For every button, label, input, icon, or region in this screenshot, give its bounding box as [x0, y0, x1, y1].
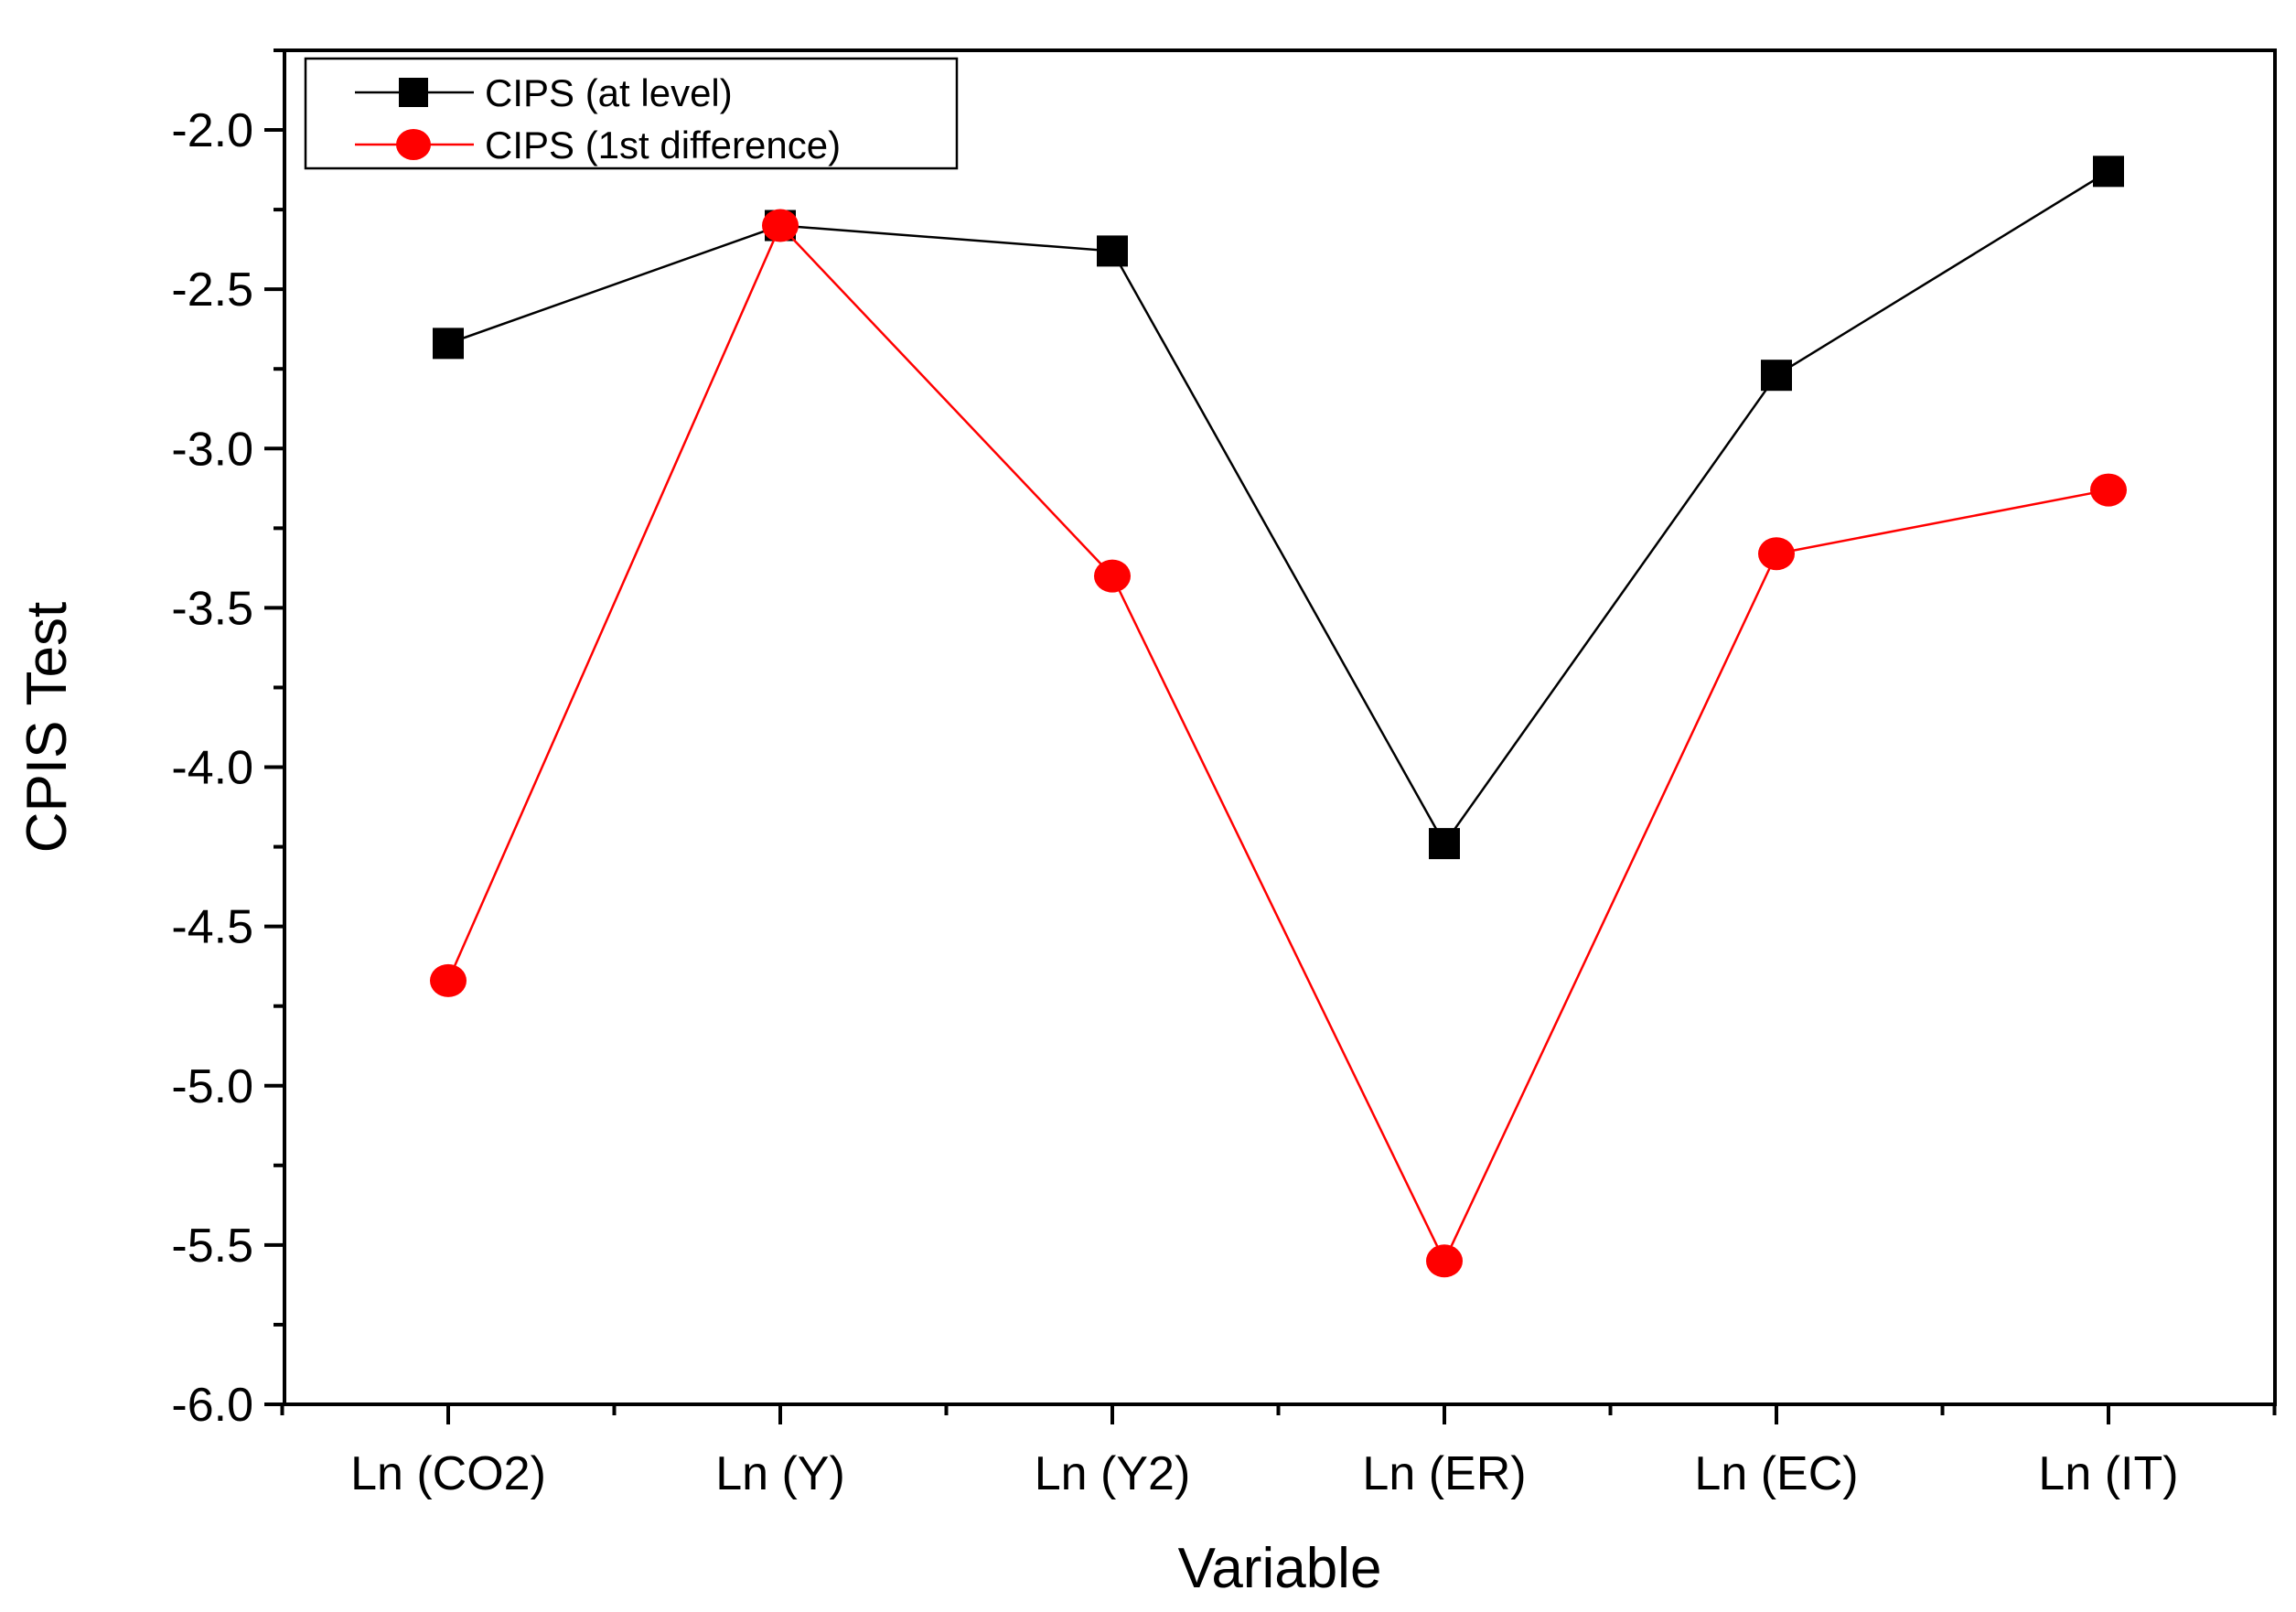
x-axis-title: Variable: [1178, 1537, 1382, 1600]
legend-label: CIPS (at level): [485, 71, 733, 114]
legend-marker-square: [399, 78, 428, 107]
x-tick-label: Ln (CO2): [350, 1447, 546, 1500]
data-point-square: [2093, 156, 2124, 188]
series-line: [446, 223, 2109, 1264]
y-tick-label: -6.0: [171, 1379, 253, 1432]
data-point-square: [433, 328, 464, 360]
legend-item: CIPS (1st difference): [355, 124, 841, 167]
y-tick-label: -3.0: [171, 423, 253, 476]
x-tick-label: Ln (Y2): [1035, 1447, 1191, 1500]
data-point-square: [1097, 235, 1128, 267]
y-tick-label: -3.5: [171, 582, 253, 635]
series-first-difference: [430, 209, 2127, 1278]
data-point-circle: [430, 963, 467, 997]
y-tick-label: -5.0: [171, 1060, 253, 1113]
y-axis: -6.0 -5.5 -5.0 -4.5 -4.0 -3.5 -3.0 -2.5 -2.0: [171, 48, 284, 1432]
x-tick-label: Ln (Y): [715, 1447, 845, 1500]
legend-marker-circle: [396, 129, 431, 160]
legend-item: CIPS (at level): [355, 71, 733, 114]
legend: CIPS (at level) CIPS (1st difference): [304, 57, 959, 170]
data-point-circle: [1094, 559, 1131, 593]
x-tick-label: Ln (IT): [2038, 1447, 2178, 1500]
data-point-circle: [1426, 1244, 1463, 1278]
data-point-square: [1761, 360, 1792, 392]
legend-label: CIPS (1st difference): [485, 124, 841, 167]
series-line: [447, 170, 2109, 846]
y-tick-label: -5.5: [171, 1220, 253, 1273]
y-tick-label: -4.5: [171, 901, 253, 954]
x-tick-label: Ln (ER): [1362, 1447, 1526, 1500]
y-tick-label: -2.5: [171, 263, 253, 317]
data-point-circle: [2090, 473, 2127, 507]
data-point-circle: [762, 209, 799, 242]
series-layer: [430, 156, 2127, 1278]
x-axis: Ln (CO2) Ln (Y) Ln (Y2) Ln (ER) Ln (EC) Ln (I…: [280, 1404, 2277, 1500]
y-tick-label: -2.0: [171, 104, 253, 157]
y-tick-label: -4.0: [171, 742, 253, 795]
y-axis-title: CPIS Test: [16, 602, 79, 854]
data-point-circle: [1758, 537, 1795, 571]
data-point-square: [1429, 828, 1460, 860]
x-tick-label: Ln (EC): [1694, 1447, 1858, 1500]
